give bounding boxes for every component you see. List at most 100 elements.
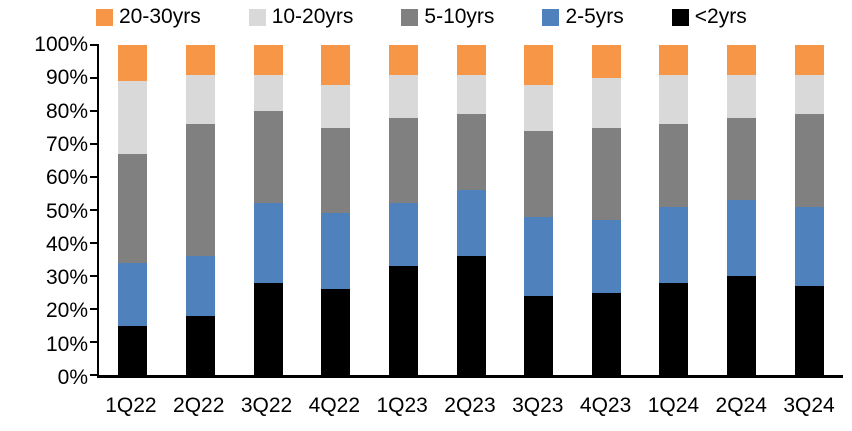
bar-segment-1q22-5-10yrs (118, 153, 148, 263)
bar-segment-4q22-10-20yrs (321, 84, 351, 128)
bar-segment-1q23-10-20yrs (388, 74, 418, 118)
x-axis-label-3q24: 3Q24 (783, 394, 835, 417)
plot-area (90, 44, 843, 378)
bar-segment-3q22-20-30yrs (253, 45, 283, 75)
stacked-bar-4q22 (321, 45, 351, 375)
bar-segment-3q24-5-10yrs (794, 114, 824, 207)
stacked-bar-3q22 (253, 45, 283, 375)
stacked-bar-1q24 (659, 45, 689, 375)
bar-segment-1q24-5-10yrs (659, 124, 689, 207)
y-axis-label-40: 40% (45, 232, 88, 256)
bar-segment-3q22-2-5yrs (253, 203, 283, 283)
legend-item-2-5yrs: 2-5yrs (542, 5, 624, 29)
y-axis-label-60: 60% (45, 166, 88, 190)
bar-segment-1q23-20-30yrs (388, 45, 418, 75)
stacked-bar-3q23 (524, 45, 554, 375)
bar-segment-1q23-2-5yrs (388, 203, 418, 267)
y-axis-label-70: 70% (45, 132, 88, 156)
bar-segment-4q22-2-5yrs (321, 213, 351, 290)
y-axis-tick-40 (90, 242, 99, 244)
bar-segment-2q24-10-20yrs (727, 74, 757, 118)
bar-segment-4q23-2yrs (591, 292, 621, 375)
stacked-bar-2q22 (185, 45, 215, 375)
legend-label-20-30yrs: 20-30yrs (119, 5, 201, 28)
bar-segment-3q23-2-5yrs (524, 216, 554, 296)
legend-swatch-20-30yrs (96, 8, 113, 26)
bar-segment-2q22-20-30yrs (185, 45, 215, 75)
bar-column-2q22 (167, 45, 235, 375)
legend-item-20-30yrs: 20-30yrs (96, 5, 201, 29)
bar-segment-4q22-5-10yrs (321, 127, 351, 214)
bar-column-3q24 (775, 45, 843, 375)
y-axis-label-100: 100% (34, 33, 88, 56)
legend-label-10-20yrs: 10-20yrs (271, 5, 354, 28)
bar-segment-4q22-20-30yrs (321, 45, 351, 85)
bar-segment-3q24-2-5yrs (794, 206, 824, 286)
y-axis-label-10: 10% (45, 332, 88, 356)
bar-segment-3q22-2yrs (253, 282, 283, 375)
stacked-bar-4q23 (591, 45, 621, 375)
legend-item-10-20yrs: 10-20yrs (248, 5, 354, 29)
x-axis-label-4q23: 4Q23 (579, 394, 632, 417)
bar-segment-4q23-5-10yrs (591, 127, 621, 220)
bar-column-1q23 (370, 45, 438, 375)
x-axis-label-1q22: 1Q22 (105, 394, 157, 417)
bar-segment-1q24-10-20yrs (659, 74, 689, 125)
y-axis-label-50: 50% (45, 199, 88, 223)
legend-label-2yrs: <2yrs (694, 5, 747, 28)
legend-swatch-2-5yrs (542, 8, 560, 26)
bar-segment-1q24-2-5yrs (659, 206, 689, 283)
bar-column-3q23 (505, 45, 573, 375)
bar-segment-2q23-20-30yrs (456, 45, 486, 75)
bar-segment-1q23-2yrs (388, 266, 418, 375)
bar-column-2q23 (437, 45, 505, 375)
bar-segment-1q22-2yrs (118, 325, 148, 375)
y-axis-label-20: 20% (45, 299, 88, 323)
y-axis-label-90: 90% (45, 66, 88, 90)
bar-segment-2q22-5-10yrs (185, 124, 215, 257)
bar-segment-2q24-5-10yrs (727, 117, 757, 201)
y-axis-label-80: 80% (45, 99, 88, 123)
bar-segment-2q24-20-30yrs (727, 45, 757, 75)
stacked-bar-1q22 (118, 45, 148, 375)
y-axis-tick-10 (90, 341, 99, 343)
bar-series-container (99, 45, 843, 375)
y-axis-tick-50 (90, 209, 99, 211)
bar-segment-3q23-20-30yrs (524, 45, 554, 85)
bar-segment-4q23-2-5yrs (591, 219, 621, 293)
bar-column-1q22 (99, 45, 167, 375)
bar-segment-3q23-2yrs (524, 295, 554, 375)
bar-column-4q23 (572, 45, 640, 375)
bar-segment-1q23-5-10yrs (388, 117, 418, 204)
y-axis-tick-0 (90, 374, 99, 376)
y-axis-label-0: 0% (57, 366, 88, 389)
bar-segment-3q22-10-20yrs (253, 74, 283, 112)
bar-segment-3q23-5-10yrs (524, 130, 554, 217)
bar-segment-2q23-5-10yrs (456, 114, 486, 191)
legend-item-2yrs: <2yrs (671, 5, 747, 29)
bar-column-4q22 (302, 45, 370, 375)
y-axis-tick-70 (90, 143, 99, 145)
bar-segment-2q23-2yrs (456, 256, 486, 375)
x-axis-label-2q22: 2Q22 (173, 394, 225, 417)
x-axis-label-1q23: 1Q23 (376, 394, 428, 417)
x-axis-labels: 1Q22 2Q22 3Q22 4Q22 1Q23 2Q23 3Q23 4Q23 1Q24 2Q24… (97, 393, 843, 419)
stacked-bar-3q24 (794, 45, 824, 375)
x-axis-label-4q22: 4Q22 (308, 394, 361, 417)
bar-segment-1q22-2-5yrs (118, 262, 148, 326)
bar-column-3q22 (234, 45, 302, 375)
bar-segment-1q24-20-30yrs (659, 45, 689, 75)
bar-segment-2q24-2yrs (727, 276, 757, 375)
legend-label-5-10yrs: 5-10yrs (424, 5, 495, 28)
x-axis-label-3q23: 3Q23 (512, 394, 564, 417)
bar-segment-1q22-10-20yrs (118, 81, 148, 154)
y-axis-tick-20 (90, 308, 99, 310)
bar-segment-1q22-20-30yrs (118, 45, 148, 82)
bar-segment-2q24-2-5yrs (727, 200, 757, 276)
y-axis-labels: 100% 90% 80% 70% 60% 50% 40% 30% 20% 10% 0% (0, 33, 88, 389)
y-axis-tick-60 (90, 176, 99, 178)
bar-column-1q24 (640, 45, 708, 375)
bar-segment-2q23-2-5yrs (456, 190, 486, 257)
x-axis-label-2q24: 2Q24 (715, 394, 767, 417)
legend-swatch-10-20yrs (248, 8, 266, 26)
